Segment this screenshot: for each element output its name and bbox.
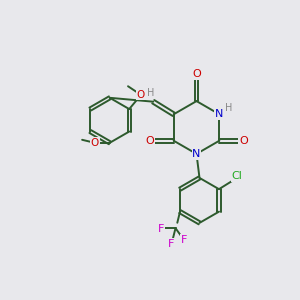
Text: F: F [158, 224, 164, 234]
Text: F: F [168, 239, 174, 249]
Text: O: O [91, 138, 99, 148]
Text: F: F [181, 235, 187, 244]
Text: H: H [147, 88, 154, 98]
Text: O: O [192, 69, 201, 80]
Text: O: O [239, 136, 248, 146]
Text: O: O [136, 90, 145, 100]
Text: N: N [192, 149, 201, 159]
Text: N: N [215, 109, 224, 119]
Text: H: H [225, 103, 233, 113]
Text: O: O [145, 136, 154, 146]
Text: Cl: Cl [232, 171, 242, 181]
